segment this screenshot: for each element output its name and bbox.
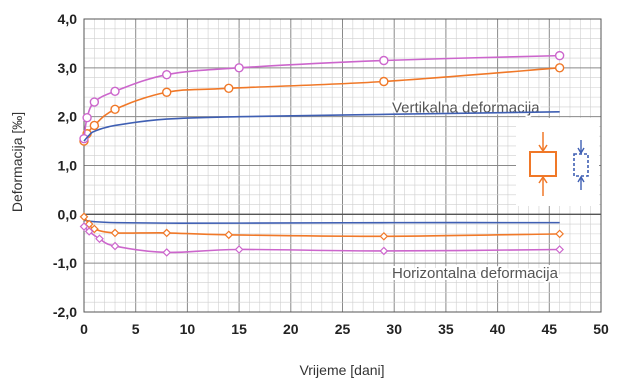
chart-grid (83, 18, 602, 313)
data-point (162, 87, 172, 97)
data-point (234, 245, 244, 254)
y-tick-label: 3,0 (58, 60, 78, 76)
data-point (379, 231, 389, 241)
arrow-head-icon (538, 175, 548, 184)
x-tick-label: 0 (80, 321, 88, 337)
y-tick-label: 4,0 (58, 11, 78, 27)
x-tick-label: 30 (386, 321, 402, 337)
data-point (379, 76, 389, 87)
y-tick-label: -1,0 (53, 255, 77, 271)
arrow-head-icon (577, 175, 585, 183)
y-tick-label: 2,0 (58, 109, 78, 125)
x-tick-label: 35 (438, 321, 454, 337)
series-line (83, 219, 560, 224)
data-point (79, 133, 89, 144)
data-point (110, 241, 120, 251)
legend (516, 118, 599, 206)
data-point (234, 63, 244, 73)
y-tick-label: 0,0 (58, 206, 78, 222)
data-point (110, 86, 120, 96)
data-point (554, 63, 565, 73)
arrow-head-icon (577, 147, 585, 155)
data-point (162, 228, 172, 238)
data-point (554, 50, 565, 61)
data-point (79, 212, 89, 222)
y-axis-label: Deformacija [‰] (9, 112, 25, 212)
data-point (555, 229, 564, 239)
data-point (89, 97, 100, 107)
data-point (379, 55, 389, 66)
plot-border (83, 18, 602, 313)
x-tick-label: 25 (335, 321, 351, 337)
data-point (162, 248, 172, 257)
series-line (83, 110, 560, 142)
x-tick-label: 10 (180, 321, 196, 337)
tick-labels: 0 5 10 15 20 25 30 35 40 45 50 4,0 3,0 2,0 1,0 0,0 -1,0 -… (53, 11, 609, 337)
series-layer (79, 50, 565, 257)
x-tick-label: 40 (490, 321, 506, 337)
data-point (555, 245, 564, 254)
x-axis-label: Vrijeme [dani] (299, 362, 384, 378)
data-point (82, 112, 92, 123)
data-point (224, 83, 234, 94)
y-tick-label: -2,0 (53, 304, 77, 320)
data-point (110, 228, 120, 238)
x-tick-label: 50 (593, 321, 609, 337)
data-point (110, 104, 120, 115)
legend-panel (516, 118, 599, 206)
data-point (84, 227, 94, 236)
x-tick-label: 20 (283, 321, 299, 337)
arrow-head-icon (538, 144, 548, 153)
x-tick-label: 45 (542, 321, 558, 337)
data-point (95, 234, 104, 244)
annotation-label: Horizontalna deformacija (392, 265, 559, 282)
x-tick-label: 5 (132, 321, 140, 337)
data-point (224, 230, 234, 240)
data-point (162, 69, 172, 80)
data-point (89, 120, 100, 131)
data-point (379, 246, 389, 256)
data-point (79, 222, 89, 231)
y-tick-label: 1,0 (58, 158, 78, 174)
x-tick-label: 15 (231, 321, 247, 337)
